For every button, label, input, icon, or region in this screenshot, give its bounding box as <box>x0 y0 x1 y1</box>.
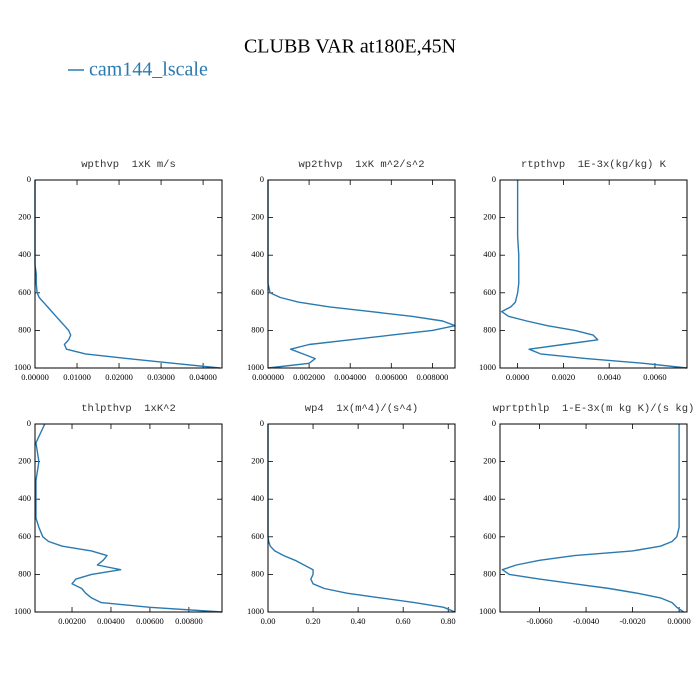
plot-frame <box>499 179 688 369</box>
y-tick-label: 1000 <box>247 362 264 372</box>
x-tick-label: 0.00200 <box>58 616 86 626</box>
panel-title: wpthvp 1xK m/s <box>81 159 176 171</box>
y-tick-label: 200 <box>18 456 31 466</box>
y-tick-label: 0 <box>492 174 496 184</box>
x-tick-label: 0.04000 <box>189 372 217 382</box>
y-tick-label: 600 <box>251 287 264 297</box>
y-tick-label: 600 <box>18 531 31 541</box>
y-tick-label: 800 <box>251 324 264 334</box>
y-tick-label: 1000 <box>14 606 31 616</box>
x-tick-label: 0.03000 <box>147 372 175 382</box>
x-tick-label: 0.01000 <box>63 372 91 382</box>
x-tick-label: 0.60 <box>396 616 411 626</box>
x-tick-label: 0.00600 <box>136 616 164 626</box>
y-tick-label: 800 <box>483 568 496 578</box>
panel-title: rtpthvp 1E-3x(kg/kg) K <box>521 159 667 171</box>
y-tick-label: 400 <box>18 493 31 503</box>
x-tick-label: 0.0000 <box>667 616 690 626</box>
y-tick-label: 600 <box>483 287 496 297</box>
y-tick-label: 1000 <box>247 606 264 616</box>
x-tick-label: 0.0040 <box>597 372 620 382</box>
x-tick-label: 0.006000 <box>375 372 407 382</box>
x-tick-label: 0.0000 <box>506 372 529 382</box>
x-tick-label: 0.40 <box>351 616 366 626</box>
y-tick-label: 400 <box>251 493 264 503</box>
y-tick-label: 400 <box>483 493 496 503</box>
y-tick-label: 400 <box>483 249 496 259</box>
x-tick-label: 0.004000 <box>334 372 366 382</box>
y-tick-label: 1000 <box>479 362 496 372</box>
plot-frame <box>499 423 688 613</box>
x-tick-label: 0.000000 <box>252 372 284 382</box>
x-tick-label: 0.00800 <box>175 616 203 626</box>
y-tick-label: 200 <box>483 456 496 466</box>
x-tick-label: 0.00 <box>261 616 276 626</box>
x-tick-label: 0.0060 <box>643 372 666 382</box>
y-tick-label: 800 <box>18 324 31 334</box>
plot-frame <box>267 423 456 613</box>
x-tick-label: -0.0020 <box>619 616 645 626</box>
profile-line <box>35 423 223 613</box>
y-tick-label: 0 <box>260 174 264 184</box>
y-tick-label: 0 <box>492 418 496 428</box>
profile-line <box>501 424 685 613</box>
x-tick-label: 0.002000 <box>293 372 325 382</box>
plot-frame <box>267 179 456 369</box>
legend-label: cam144_lscale <box>89 59 208 81</box>
x-tick-label: 0.00400 <box>97 616 125 626</box>
y-tick-label: 800 <box>483 324 496 334</box>
x-tick-label: 0.02000 <box>105 372 133 382</box>
y-tick-label: 200 <box>18 212 31 222</box>
y-tick-label: 600 <box>251 531 264 541</box>
y-tick-label: 200 <box>251 212 264 222</box>
plot-frame <box>34 179 223 369</box>
x-tick-label: 0.80 <box>441 616 456 626</box>
x-tick-label: 0.20 <box>306 616 321 626</box>
y-tick-label: 800 <box>251 568 264 578</box>
x-tick-label: 0.00000 <box>21 372 49 382</box>
y-tick-label: 200 <box>251 456 264 466</box>
y-tick-label: 0 <box>27 418 31 428</box>
figure-title: CLUBB VAR at180E,45N <box>244 36 456 58</box>
x-tick-label: -0.0040 <box>573 616 599 626</box>
x-tick-label: 0.008000 <box>416 372 448 382</box>
x-tick-label: 0.0020 <box>552 372 575 382</box>
y-tick-label: 200 <box>483 212 496 222</box>
y-tick-label: 600 <box>483 531 496 541</box>
y-tick-label: 1000 <box>14 362 31 372</box>
y-tick-label: 400 <box>18 249 31 259</box>
panel-title: thlpthvp 1xK^2 <box>81 403 176 415</box>
panel-title: wprtpthlp 1-E-3x(m kg K)/(s kg) <box>493 403 695 415</box>
y-tick-label: 0 <box>27 174 31 184</box>
plot-frame <box>34 423 223 613</box>
y-tick-label: 600 <box>18 287 31 297</box>
panel-title: wp4 1x(m^4)/(s^4) <box>305 403 418 415</box>
x-tick-label: -0.0060 <box>526 616 552 626</box>
y-tick-label: 400 <box>251 249 264 259</box>
profile-line <box>500 180 688 369</box>
y-tick-label: 0 <box>260 418 264 428</box>
y-tick-label: 1000 <box>479 606 496 616</box>
y-tick-label: 800 <box>18 568 31 578</box>
panel-title: wp2thvp 1xK m^2/s^2 <box>298 159 424 171</box>
